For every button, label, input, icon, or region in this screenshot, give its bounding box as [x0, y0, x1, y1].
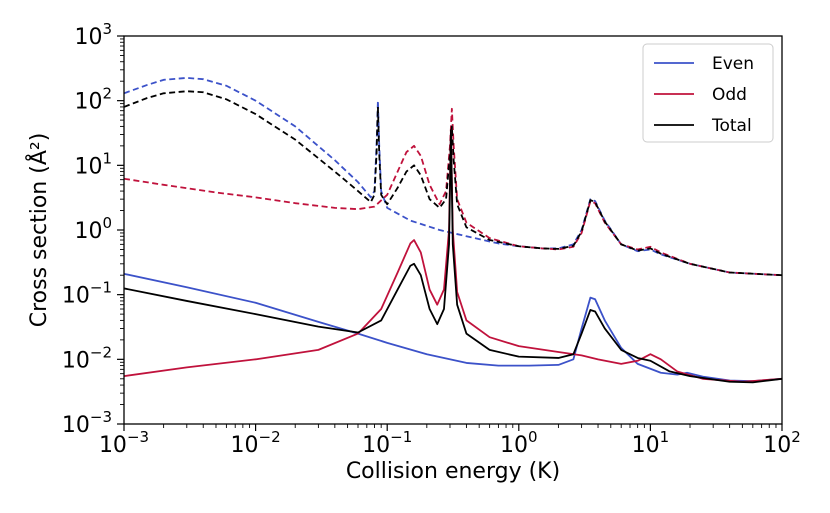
x-tick-label: 10−1 [362, 428, 412, 458]
series-line-even-dashed [124, 76, 782, 277]
y-axis-label: Cross section (Å²) [25, 133, 52, 328]
y-tick-label: 100 [74, 214, 112, 244]
x-tick-label: 101 [632, 428, 670, 458]
tick-layer: 10−3 10−2 10−1 100 101 102 10−3 10−2 10−1 100 101 1… [62, 20, 801, 458]
y-tick-label: 103 [74, 20, 112, 50]
x-tick-label: 10−2 [231, 428, 281, 458]
legend-label-odd: Odd [712, 85, 747, 105]
x-tick-label: 10−3 [99, 428, 149, 458]
series-layer [124, 76, 782, 384]
series-line-total-dashed [124, 90, 782, 277]
y-tick-label: 102 [74, 85, 112, 115]
series-line-total [124, 129, 782, 384]
legend-box [642, 43, 774, 143]
x-tick-label: 102 [763, 428, 801, 458]
y-tick-label: 10−2 [62, 343, 112, 373]
x-axis-label: Collision energy (K) [346, 459, 560, 484]
y-tick-label: 10−3 [62, 408, 112, 438]
y-tick-label: 101 [74, 149, 112, 179]
x-tick-label: 100 [500, 428, 538, 458]
plot-frame [123, 35, 783, 425]
legend-label-total: Total [711, 116, 752, 136]
legend: Even Odd Total [642, 43, 774, 143]
legend-label-even: Even [712, 54, 754, 74]
y-tick-label: 10−1 [62, 279, 112, 309]
